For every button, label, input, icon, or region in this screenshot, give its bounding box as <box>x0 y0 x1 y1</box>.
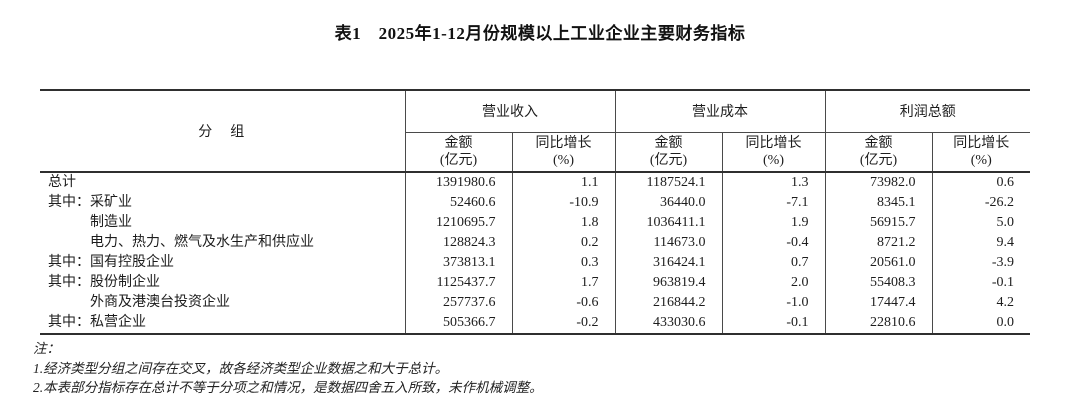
header-profit-growth: 同比增长 (%) <box>931 132 1030 173</box>
row-label: 其中：采矿业 <box>48 195 132 210</box>
row-label: 其中：股份制企业 <box>48 275 160 290</box>
row-value: -3.9 <box>931 253 1030 273</box>
row-value: 4.2 <box>931 293 1030 313</box>
page: 表1 2025年1-12月份规模以上工业企业主要财务指标 分 组 营业收入 营业… <box>0 19 1080 401</box>
row-value: 9.4 <box>931 233 1030 253</box>
row-value: -26.2 <box>931 193 1030 213</box>
row-value: 8345.1 <box>824 193 932 213</box>
row-value: 216844.2 <box>614 293 722 313</box>
row-value: 257737.6 <box>404 293 512 313</box>
row-value: 963819.4 <box>614 273 722 293</box>
header-revenue-amount: 金额 (亿元) <box>405 132 512 173</box>
row-value: 8721.2 <box>824 233 932 253</box>
table-row: 其中：国有控股企业 373813.1 0.3 316424.1 0.7 20561.0 -3… <box>40 253 1030 273</box>
row-value: 1.7 <box>511 273 615 293</box>
header-sub-row: 金额 (亿元) 同比增长 (%) 金额 (亿元) 同比增长 (%) 金额 (亿元) 同比增… <box>40 132 1030 173</box>
row-value: 20561.0 <box>824 253 932 273</box>
header-growth-unit: (%) <box>763 152 784 168</box>
row-value: 0.2 <box>511 233 615 253</box>
header-profit-amount: 金额 (亿元) <box>824 132 932 173</box>
header-revenue-growth: 同比增长 (%) <box>511 132 615 173</box>
row-value: 0.7 <box>721 253 825 273</box>
row-value: 1.1 <box>511 172 615 193</box>
header-growth-label: 同比增长 <box>745 135 802 151</box>
row-value: 316424.1 <box>614 253 722 273</box>
notes-heading: 注： <box>33 341 60 356</box>
table-body: 总计 1391980.6 1.1 1187524.1 1.3 73982.0 0.6 其中：采… <box>40 172 1030 334</box>
row-value: 22810.6 <box>824 313 932 334</box>
row-value: -0.2 <box>511 313 615 334</box>
header-operating-cost: 营业成本 <box>614 90 825 133</box>
header-cost-amount: 金额 (亿元) <box>614 132 722 173</box>
header-growth-unit: (%) <box>970 152 992 168</box>
row-value: 1391980.6 <box>404 172 512 193</box>
row-value: -0.4 <box>721 233 825 253</box>
row-value: 5.0 <box>931 213 1030 233</box>
row-value: 128824.3 <box>404 233 512 253</box>
row-value: 114673.0 <box>614 233 722 253</box>
row-value: 1210695.7 <box>404 213 512 233</box>
row-label: 其中：私营企业 <box>48 315 146 330</box>
header-operating-revenue: 营业收入 <box>404 90 615 133</box>
table-header: 分 组 营业收入 营业成本 利润总额 金额 (亿元) 同比增长 (%) 金额 (亿元)… <box>40 90 1030 173</box>
table-row: 外商及港澳台投资企业 257737.6 -0.6 216844.2 -1.0 17447.… <box>40 293 1030 313</box>
header-amount-label: 金额 <box>864 135 893 151</box>
row-value: 0.0 <box>931 313 1030 334</box>
row-value: 1036411.1 <box>614 213 722 233</box>
row-value: -0.1 <box>721 313 825 334</box>
note-item-2: 2.本表部分指标存在总计不等于分项之和情况，是数据四舍五入所致，未作机械调整。 <box>33 380 543 395</box>
row-value: 0.3 <box>511 253 615 273</box>
row-value: -1.0 <box>721 293 825 313</box>
header-cost-growth: 同比增长 (%) <box>721 132 825 173</box>
row-label: 外商及港澳台投资企业 <box>90 295 230 310</box>
table-row: 其中：私营企业 505366.7 -0.2 433030.6 -0.1 22810.6 0.… <box>40 313 1030 334</box>
row-value: 73982.0 <box>824 172 932 193</box>
row-value: -7.1 <box>721 193 825 213</box>
row-value: -0.1 <box>931 273 1030 293</box>
row-value: 1.9 <box>721 213 825 233</box>
row-label: 制造业 <box>90 215 132 230</box>
financial-indicators-table: 分 组 营业收入 营业成本 利润总额 金额 (亿元) 同比增长 (%) 金额 (亿元)… <box>40 89 1030 335</box>
table-row: 其中：采矿业 52460.6 -10.9 36440.0 -7.1 8345.1 -26.2 <box>40 193 1030 213</box>
row-label: 总计 <box>48 175 76 190</box>
row-value: 1.8 <box>511 213 615 233</box>
row-value: 36440.0 <box>614 193 722 213</box>
header-amount-label: 金额 <box>444 135 473 151</box>
header-amount-unit: (亿元) <box>649 152 688 168</box>
row-value: -0.6 <box>511 293 615 313</box>
table-row: 总计 1391980.6 1.1 1187524.1 1.3 73982.0 0.6 <box>40 172 1030 193</box>
header-growth-unit: (%) <box>553 152 574 168</box>
row-value: 52460.6 <box>404 193 512 213</box>
row-value: 505366.7 <box>404 313 512 334</box>
table-row: 制造业 1210695.7 1.8 1036411.1 1.9 56915.7 5.0 <box>40 213 1030 233</box>
row-value: 433030.6 <box>614 313 722 334</box>
row-value: 373813.1 <box>404 253 512 273</box>
header-growth-label: 同比增长 <box>535 135 592 151</box>
header-amount-unit: (亿元) <box>859 152 898 168</box>
row-value: 17447.4 <box>824 293 932 313</box>
row-value: -10.9 <box>511 193 615 213</box>
header-group-row: 分 组 营业收入 营业成本 利润总额 <box>40 90 1030 173</box>
table-row: 其中：股份制企业 1125437.7 1.7 963819.4 2.0 55408.3 -0… <box>40 273 1030 293</box>
header-total-profit: 利润总额 <box>824 90 1030 133</box>
row-value: 1.3 <box>721 172 825 193</box>
header-growth-label: 同比增长 <box>953 135 1010 151</box>
row-value: 1187524.1 <box>614 172 722 193</box>
row-value: 0.6 <box>931 172 1030 193</box>
note-item-1: 1.经济类型分组之间存在交叉，故各经济类型企业数据之和大于总计。 <box>33 360 449 376</box>
row-label: 其中：国有控股企业 <box>48 255 174 270</box>
row-value: 56915.7 <box>824 213 932 233</box>
table-row: 电力、热力、燃气及水生产和供应业 128824.3 0.2 114673.0 -0.4 8… <box>40 233 1030 253</box>
notes-section: 注： 1.经济类型分组之间存在交叉，故各经济类型企业数据之和大于总计。 2.本表… <box>33 339 1080 398</box>
row-value: 1125437.7 <box>404 273 512 293</box>
header-group-column: 分 组 <box>40 90 406 173</box>
table-title: 表1 2025年1-12月份规模以上工业企业主要财务指标 <box>334 24 746 43</box>
row-label: 电力、热力、燃气及水生产和供应业 <box>90 235 314 250</box>
row-value: 2.0 <box>721 273 825 293</box>
header-amount-unit: (亿元) <box>439 152 478 168</box>
header-amount-label: 金额 <box>654 135 683 151</box>
row-value: 55408.3 <box>824 273 932 293</box>
